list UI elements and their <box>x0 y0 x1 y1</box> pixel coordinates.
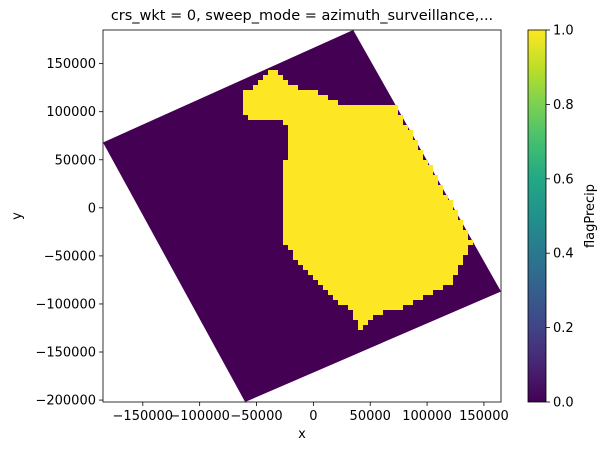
colorbar-tick-label: 1.0 <box>553 24 574 39</box>
colorbar-axis: 0.0 0.2 0.4 0.6 0.8 1.0 <box>546 24 574 411</box>
y-tick-label: −150000 <box>35 346 96 361</box>
x-tick-label: 0 <box>309 409 317 424</box>
y-axis: 150000 100000 50000 0 −50000 −100000 −150000 −2… <box>35 57 103 409</box>
x-tick-label: −50000 <box>230 409 282 424</box>
precip-region <box>243 70 473 330</box>
x-tick-label: −100000 <box>169 409 230 424</box>
x-tick-label: 100000 <box>402 409 452 424</box>
y-axis-label: y <box>10 212 25 220</box>
colorbar-tick-label: 0.8 <box>553 98 574 113</box>
y-tick-label: 100000 <box>46 105 96 120</box>
y-tick-label: −50000 <box>44 249 96 264</box>
colorbar-label: flagPrecip <box>583 184 598 248</box>
y-tick-label: 50000 <box>55 153 96 168</box>
x-axis: −150000−100000 −50000 0 50000 100000 150000 <box>113 402 509 424</box>
x-tick-label: 50000 <box>350 409 391 424</box>
colorbar-tick-label: 0.2 <box>553 321 574 336</box>
y-tick-label: −100000 <box>35 297 96 312</box>
colorbar-frame <box>527 29 547 403</box>
x-axis-label: x <box>298 427 306 442</box>
heatmap-layer <box>103 30 501 402</box>
x-tick-label: −150000 <box>113 409 174 424</box>
y-tick-label: −200000 <box>35 394 96 409</box>
chart-title: crs_wkt = 0, sweep_mode = azimuth_survei… <box>111 8 493 24</box>
colorbar-tick-label: 0.6 <box>553 172 574 187</box>
colorbar <box>528 30 546 402</box>
plot-frame <box>102 29 502 403</box>
x-tick-label: 150000 <box>459 409 509 424</box>
y-tick-label: 150000 <box>46 57 96 72</box>
colorbar-tick-label: 0.4 <box>553 247 574 262</box>
y-tick-label: 0 <box>88 201 96 216</box>
colorbar-tick-label: 0.0 <box>553 396 574 411</box>
